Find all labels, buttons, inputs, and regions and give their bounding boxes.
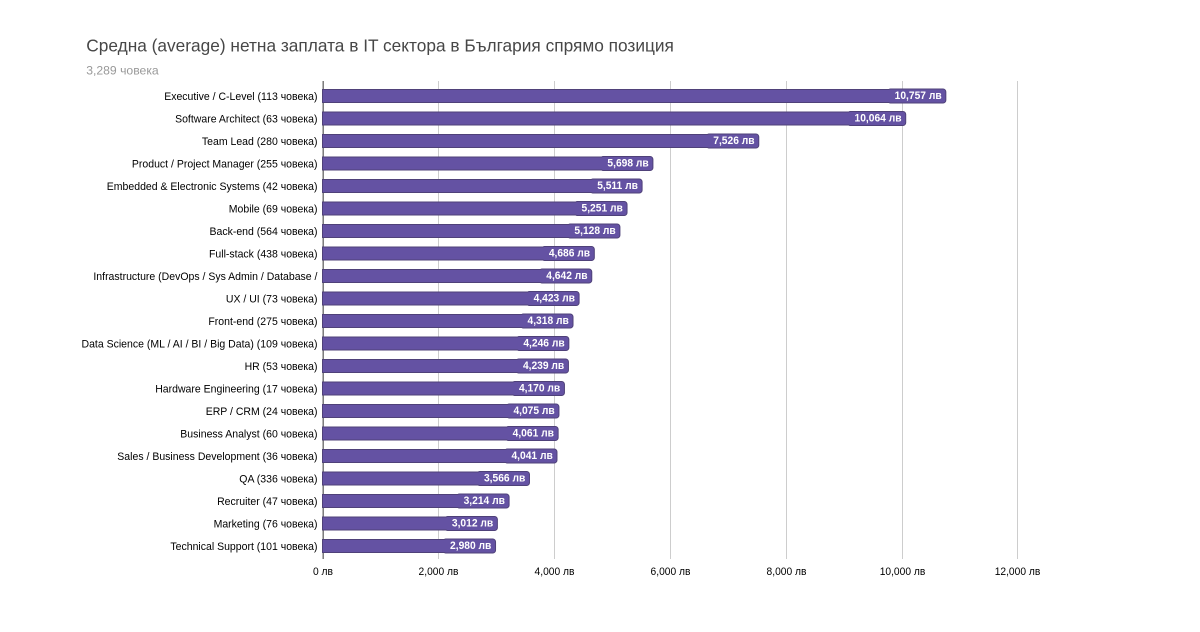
- svg-text:Hardware Engineering (17 човек: Hardware Engineering (17 човека): [155, 384, 318, 396]
- svg-text:10,064 лв: 10,064 лв: [855, 113, 902, 125]
- svg-text:QA (336 човека): QA (336 човека): [239, 474, 317, 486]
- svg-text:Marketing (76 човека): Marketing (76 човека): [214, 519, 318, 531]
- svg-text:Software Architect (63 човека): Software Architect (63 човека): [175, 114, 318, 126]
- svg-text:4,318 лв: 4,318 лв: [528, 315, 569, 327]
- svg-text:8,000 лв: 8,000 лв: [767, 566, 807, 578]
- svg-text:10,757 лв: 10,757 лв: [895, 90, 942, 102]
- svg-text:3,214 лв: 3,214 лв: [464, 495, 505, 507]
- svg-text:5,698 лв: 5,698 лв: [607, 158, 648, 170]
- svg-text:4,075 лв: 4,075 лв: [513, 405, 554, 417]
- svg-text:7,526 лв: 7,526 лв: [713, 135, 754, 147]
- svg-text:Executive / C-Level (113 човек: Executive / C-Level (113 човека): [164, 91, 318, 103]
- svg-text:4,642 лв: 4,642 лв: [546, 270, 587, 282]
- svg-text:4,239 лв: 4,239 лв: [523, 360, 564, 372]
- svg-text:4,686 лв: 4,686 лв: [549, 248, 590, 260]
- svg-text:UX / UI (73 човека): UX / UI (73 човека): [226, 294, 318, 306]
- svg-text:Business Analyst (60 човека): Business Analyst (60 човека): [180, 429, 317, 441]
- svg-text:4,061 лв: 4,061 лв: [513, 428, 554, 440]
- svg-text:5,511 лв: 5,511 лв: [597, 180, 638, 192]
- svg-text:Team Lead (280 човека): Team Lead (280 човека): [202, 136, 318, 148]
- svg-text:4,170 лв: 4,170 лв: [519, 383, 560, 395]
- svg-text:3,566 лв: 3,566 лв: [484, 473, 525, 485]
- svg-text:Infrastructure (DevOps / Sys A: Infrastructure (DevOps / Sys Admin / Dat…: [93, 271, 318, 283]
- svg-text:4,041 лв: 4,041 лв: [511, 450, 552, 462]
- svg-text:2,000 лв: 2,000 лв: [419, 566, 459, 578]
- svg-text:Recruiter (47 човека): Recruiter (47 човека): [217, 496, 318, 508]
- svg-text:Technical Support (101 човека): Technical Support (101 човека): [170, 541, 317, 553]
- svg-text:0 лв: 0 лв: [313, 566, 333, 578]
- svg-text:Средна (average) нетна заплата: Средна (average) нетна заплата в IT сект…: [86, 35, 674, 55]
- svg-text:HR (53 човека): HR (53 човека): [245, 361, 318, 373]
- svg-text:Embedded & Electronic Systems: Embedded & Electronic Systems (42 човека…: [107, 181, 318, 193]
- svg-text:5,128 лв: 5,128 лв: [574, 225, 615, 237]
- svg-text:6,000 лв: 6,000 лв: [651, 566, 691, 578]
- svg-text:12,000 лв: 12,000 лв: [995, 566, 1041, 578]
- svg-text:4,246 лв: 4,246 лв: [523, 338, 564, 350]
- svg-text:Full-stack (438 човека): Full-stack (438 човека): [209, 249, 318, 261]
- svg-text:2,980 лв: 2,980 лв: [450, 540, 491, 552]
- svg-text:3,012 лв: 3,012 лв: [452, 518, 493, 530]
- svg-text:4,423 лв: 4,423 лв: [534, 293, 575, 305]
- svg-text:ERP / CRM (24 човека): ERP / CRM (24 човека): [206, 406, 318, 418]
- svg-text:Mobile (69 човека): Mobile (69 човека): [229, 204, 318, 216]
- svg-text:Front-end (275 човека): Front-end (275 човека): [208, 316, 317, 328]
- svg-text:Product / Project Manager (255: Product / Project Manager (255 човека): [132, 159, 318, 171]
- svg-text:4,000 лв: 4,000 лв: [535, 566, 575, 578]
- svg-text:3,289 човека: 3,289 човека: [86, 64, 159, 78]
- svg-text:Sales / Business Development (: Sales / Business Development (36 човека): [117, 451, 317, 463]
- svg-text:Back-end (564 човека): Back-end (564 човека): [210, 226, 318, 238]
- svg-text:Data Science (ML / AI / BI / B: Data Science (ML / AI / BI / Big Data) (…: [82, 339, 318, 351]
- svg-text:10,000 лв: 10,000 лв: [880, 566, 926, 578]
- svg-text:5,251 лв: 5,251 лв: [582, 203, 623, 215]
